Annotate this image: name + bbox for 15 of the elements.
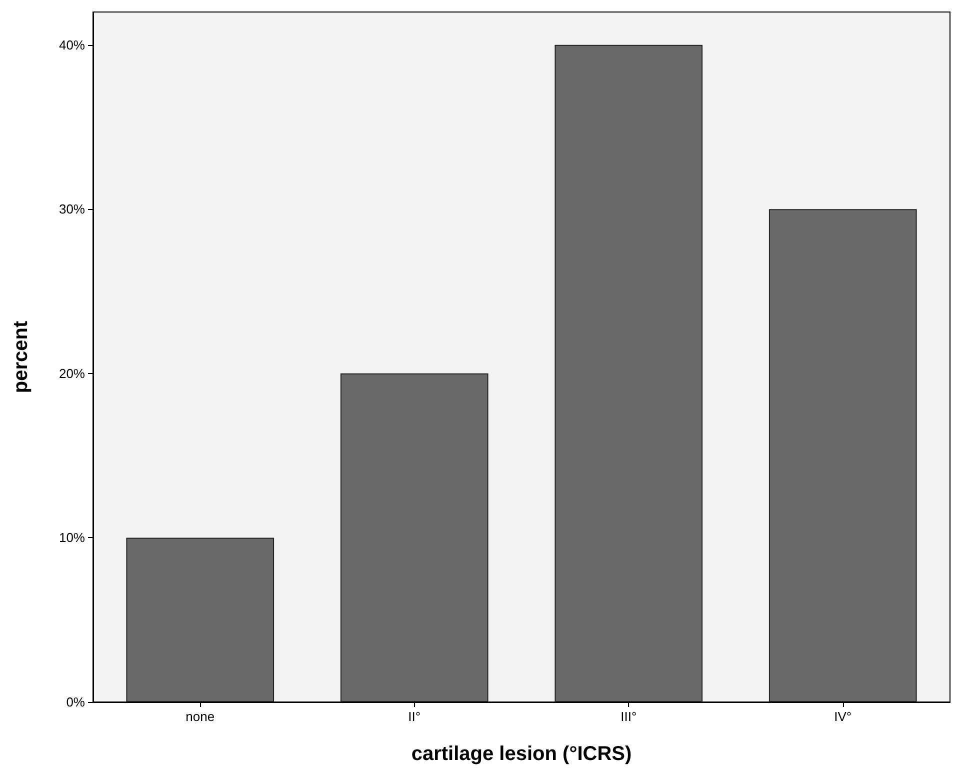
x-axis-title: cartilage lesion (°ICRS) [411, 743, 632, 765]
bar [126, 538, 274, 702]
bar [768, 209, 917, 702]
x-tick-label: IV° [834, 709, 852, 724]
y-tick-label: 30% [58, 202, 86, 217]
bar [554, 44, 703, 702]
x-tick-label: III° [620, 709, 637, 724]
y-tick-label: 10% [58, 530, 86, 546]
y-axis-title: percent [10, 320, 32, 394]
bar [340, 373, 488, 702]
y-tick-label: 40% [58, 37, 86, 52]
y-tick-label: 20% [58, 366, 86, 381]
x-tick-label: II° [408, 709, 421, 724]
y-tick-label: 0% [66, 694, 86, 710]
x-tick-label: none [186, 709, 215, 724]
